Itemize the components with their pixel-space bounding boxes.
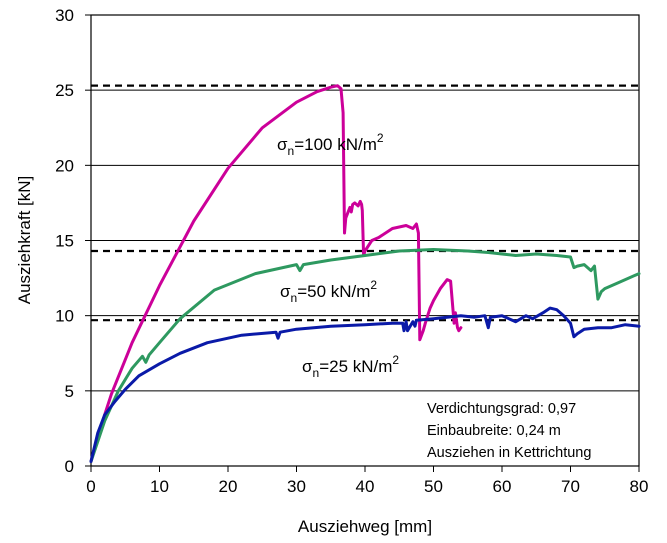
- y-tick-label: 10: [55, 307, 74, 326]
- series-line: [89, 306, 641, 463]
- series-annotation: σn=100 kN/m2: [277, 131, 384, 158]
- y-tick-label: 20: [55, 156, 74, 175]
- series-annotation: σn=50 kN/m2: [280, 278, 377, 305]
- unit-superscript: 2: [392, 353, 399, 367]
- unit-superscript: 2: [370, 278, 377, 292]
- note-line-3: Ausziehen in Kettrichtung: [427, 445, 591, 461]
- x-tick-label: 60: [493, 477, 512, 496]
- series-line: [89, 84, 463, 463]
- sigma-subscript: n: [313, 366, 320, 380]
- y-axis-label: Ausziehkraft [kN]: [15, 176, 34, 305]
- sigma-symbol: σ: [302, 357, 313, 376]
- x-tick-label: 50: [424, 477, 443, 496]
- x-tick-label: 70: [561, 477, 580, 496]
- y-tick-label: 25: [55, 81, 74, 100]
- note-line-1: Verdichtungsgrad: 0,97: [427, 401, 576, 417]
- reference-lines: [91, 84, 639, 322]
- series-group: [89, 84, 641, 463]
- sigma-symbol: σ: [277, 135, 288, 154]
- x-tick-label: 80: [630, 477, 649, 496]
- sigma-subscript: n: [288, 144, 295, 158]
- series-line: [89, 248, 641, 463]
- x-tick-label: 10: [150, 477, 169, 496]
- y-tick-label: 0: [65, 457, 74, 476]
- y-tick-label: 15: [55, 232, 74, 251]
- sigma-subscript: n: [291, 291, 298, 305]
- x-tick-label: 40: [356, 477, 375, 496]
- note-line-2: Einbaubreite: 0,24 m: [427, 423, 561, 439]
- sigma-symbol: σ: [280, 282, 291, 301]
- x-tick-label: 20: [219, 477, 238, 496]
- annotation-text: =25 kN/m: [319, 357, 392, 376]
- annotation-text: =50 kN/m: [297, 282, 370, 301]
- axis-ticks: 0 10 20 30 40 50 60 70 80 0 5 10 15 20 25 30: [55, 6, 648, 496]
- y-tick-label: 5: [65, 382, 74, 401]
- x-tick-label: 30: [287, 477, 306, 496]
- series-annotation: σn=25 kN/m2: [302, 353, 399, 380]
- unit-superscript: 2: [377, 131, 384, 145]
- annotation-text: =100 kN/m: [294, 135, 377, 154]
- x-axis-label: Ausziehweg [mm]: [298, 517, 432, 536]
- y-tick-label: 30: [55, 6, 74, 25]
- x-tick-label: 0: [86, 477, 95, 496]
